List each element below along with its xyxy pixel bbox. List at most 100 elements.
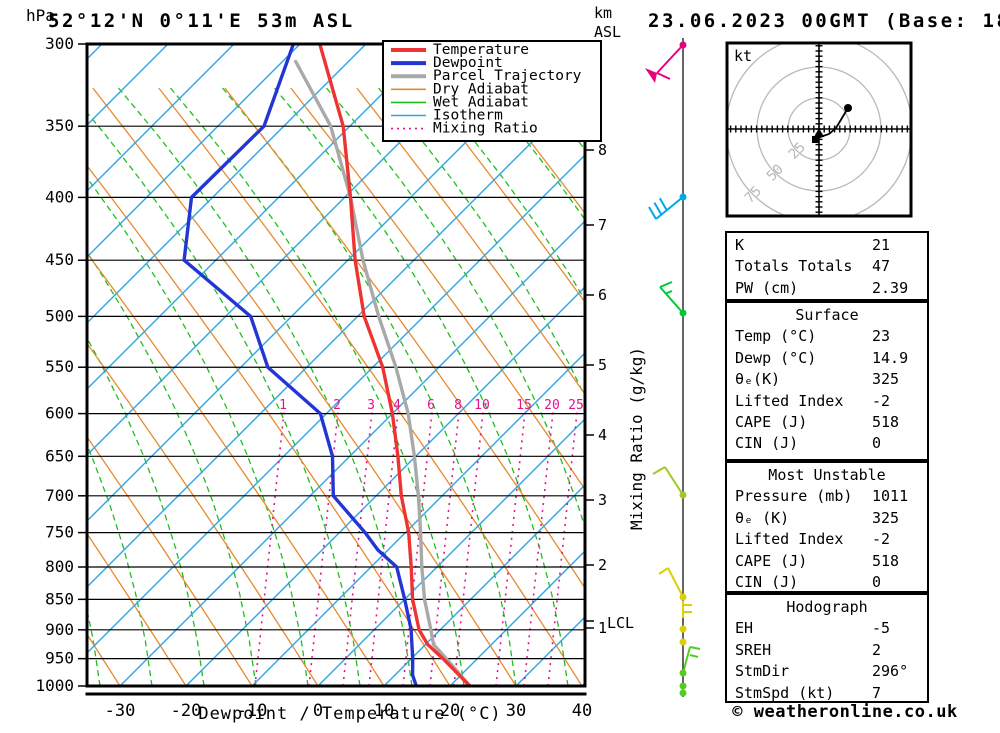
panel-row-value: 23 — [872, 327, 891, 346]
dry-adiabat-line — [87, 164, 451, 686]
wet-adiabat-line — [87, 336, 205, 686]
panel-row: EH -5 — [727, 618, 927, 639]
dry-adiabat-line — [422, 87, 585, 304]
km-tick-label: 5 — [598, 356, 607, 374]
lcl-label: LCL — [607, 614, 634, 632]
panel-row-label: SREH — [735, 640, 772, 659]
legend-label: Wet Adiabat — [433, 94, 529, 110]
pressure-tick-label: 650 — [45, 446, 74, 465]
pressure-tick-label: 900 — [45, 620, 74, 639]
panel-row-value: 1011 — [872, 487, 909, 506]
km-tick-label: 2 — [598, 556, 607, 574]
hodograph-frame — [725, 41, 913, 218]
wind-barb-feather — [648, 206, 657, 220]
panel-row-label: PW (cm) — [735, 278, 799, 297]
wind-barb — [679, 646, 701, 677]
wind-barb-staff — [667, 567, 684, 598]
dry-adiabat-line — [87, 532, 187, 686]
km-tick-label: 4 — [598, 426, 607, 444]
mixing-ratio-value: 2 — [333, 398, 341, 413]
panel-row: θₑ (K) 325 — [727, 508, 927, 529]
panel-row-label: Lifted Index — [735, 530, 844, 549]
mixing-ratio-value: 20 — [544, 398, 560, 413]
isotherm-line — [87, 154, 585, 654]
wind-barb-feather — [656, 72, 671, 80]
panel-row: Totals Totals 47 — [727, 256, 927, 277]
wind-barb — [679, 625, 687, 633]
sounding-curves — [182, 44, 472, 686]
panel-row-value: 0 — [872, 434, 882, 453]
copyright: © weatheronline.co.uk — [732, 702, 958, 722]
altitude-unit-asl: ASL — [594, 23, 622, 41]
dry-adiabat-line — [488, 87, 585, 215]
wet-adiabat-line — [118, 87, 413, 686]
wind-barb-dot — [679, 625, 687, 633]
wet-adiabat-line — [87, 111, 361, 686]
temperature-tick-label: -30 — [105, 701, 136, 721]
pressure-tick-label: 600 — [45, 404, 74, 423]
wind-barb — [679, 689, 687, 697]
isotherm-line — [87, 44, 367, 324]
altitude-unit-label: km ASL — [594, 4, 621, 42]
dry-adiabat-line — [87, 435, 253, 686]
panel-row-value: 47 — [872, 257, 891, 276]
panel-row: Lifted Index -2 — [727, 529, 927, 550]
isotherm-line — [317, 418, 585, 686]
pressure-tick-label: 800 — [45, 557, 74, 576]
panel-row: CIN (J) 0 — [727, 433, 927, 454]
km-tick-label: 7 — [598, 216, 607, 234]
wind-barb-flag — [645, 68, 657, 83]
isotherm-line — [87, 44, 301, 258]
wind-barb-feather — [653, 202, 663, 216]
wet-adiabat-line — [326, 87, 585, 530]
temperature-tick-label: -20 — [171, 701, 202, 721]
plot-border — [85, 42, 587, 688]
xaxis-title: Dewpoint / Temperature (°C) — [198, 704, 502, 724]
temperature-tick-label: -10 — [237, 701, 268, 721]
indices-panel: Hodograph EH -5 SREH 2 StmDir 296° StmSpd (kt) 7 — [725, 593, 929, 703]
mixing-ratio-value: 4 — [393, 398, 401, 413]
wind-barb-dot — [679, 689, 687, 697]
panel-row-label: StmDir — [735, 662, 790, 681]
dry-adiabat-line — [92, 87, 517, 686]
legend-label: Mixing Ratio — [433, 121, 538, 137]
isotherm-line — [87, 44, 433, 390]
run-title: 23.06.2023 00GMT (Base: 18) — [648, 10, 1000, 32]
station-title: 52°12'N 0°11'E 53m ASL — [48, 10, 355, 32]
wind-barb-feather — [665, 290, 673, 295]
panel-row-label: Dewp (°C) — [735, 348, 817, 367]
isotherm-line — [87, 44, 235, 192]
isotherm-line — [185, 286, 585, 686]
pressure-tick-label: 350 — [45, 116, 74, 135]
hodograph-unit-label: kt — [734, 47, 752, 65]
wind-barb — [652, 466, 687, 499]
pressure-tick-label: 300 — [45, 34, 74, 53]
isotherm-line — [87, 44, 565, 522]
isotherm-line — [119, 220, 585, 686]
panel-row: StmSpd (kt) 7 — [727, 683, 927, 701]
pressure-tick-label: 500 — [45, 306, 74, 325]
mixing-ratio-value: 3 — [367, 398, 375, 413]
dewpoint-curve — [182, 44, 418, 686]
isotherm-line — [87, 44, 169, 126]
parcel-trajectory-curve — [294, 59, 472, 686]
pressure-unit-label: hPa — [26, 6, 55, 25]
temperature-tick-label: 20 — [440, 701, 460, 721]
km-tick-label: 3 — [598, 491, 607, 509]
isotherm-line — [449, 550, 585, 686]
pressure-tick-label: 700 — [45, 486, 74, 505]
wind-barb-staff — [659, 286, 684, 314]
dry-adiabat-line — [356, 87, 585, 396]
mixing-ratio-value: 25 — [568, 398, 584, 413]
legend-label: Isotherm — [433, 108, 503, 124]
pressure-tick-label: 550 — [45, 357, 74, 376]
temperature-curve — [318, 44, 472, 686]
panel-row-label: CAPE (J) — [735, 551, 808, 570]
panel-row: Temp (°C) 23 — [727, 326, 927, 347]
panel-row: CAPE (J) 518 — [727, 551, 927, 572]
panel-row: K 21 — [727, 235, 927, 256]
dry-adiabat-line — [87, 252, 385, 686]
panel-row-value: 14.9 — [872, 348, 909, 367]
panel-row-label: CIN (J) — [735, 434, 799, 453]
